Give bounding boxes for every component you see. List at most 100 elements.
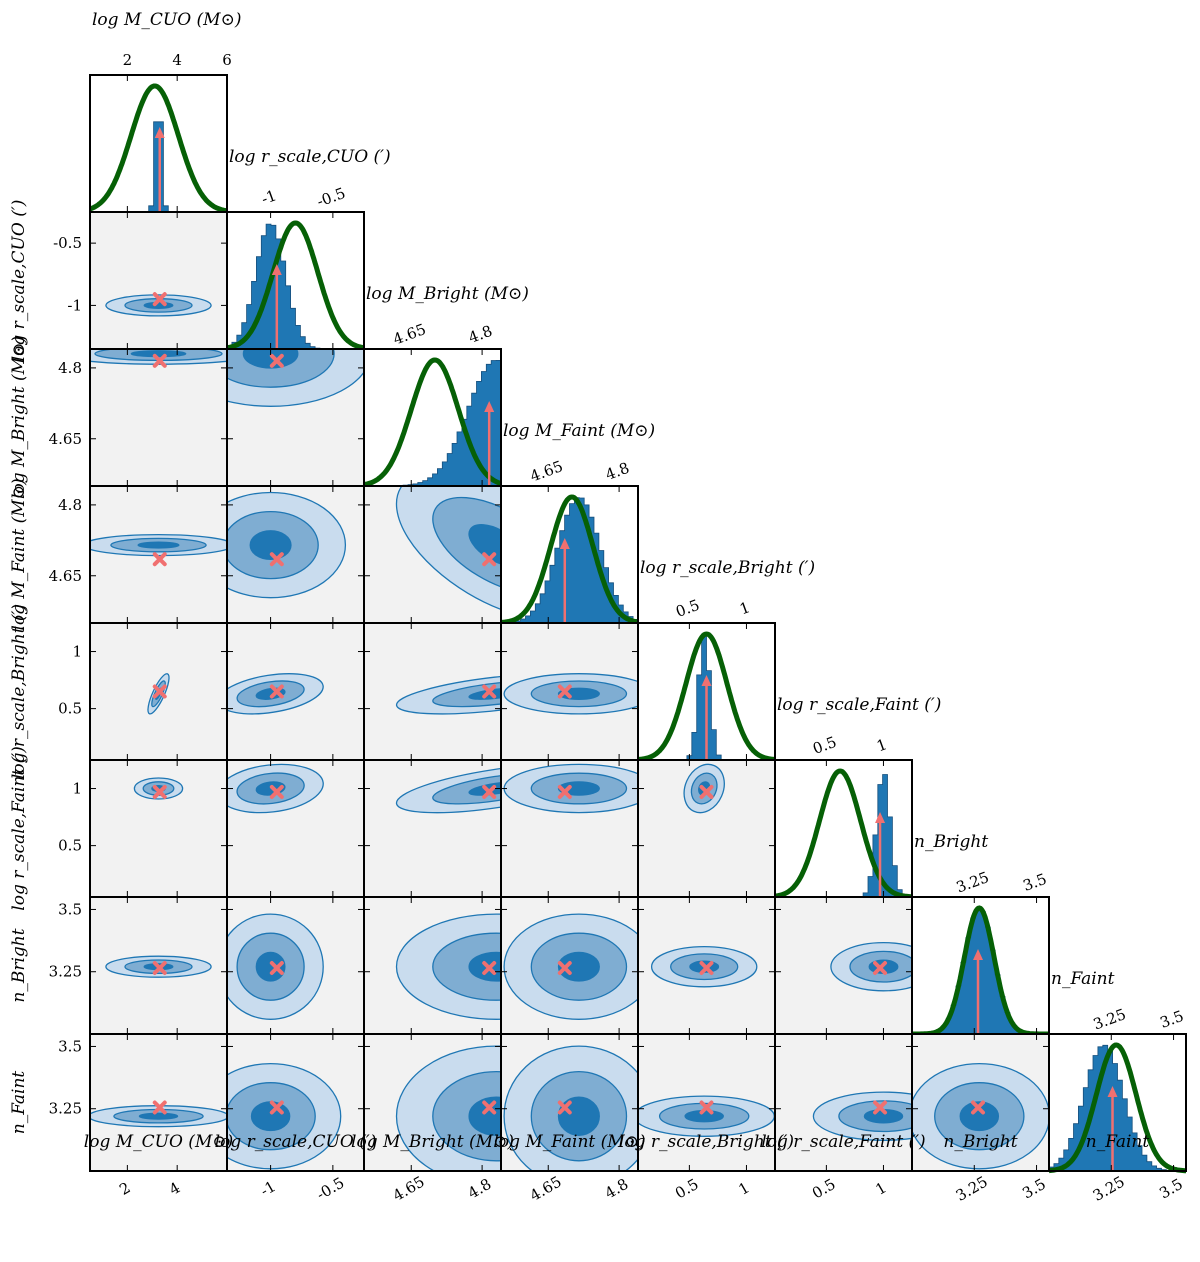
top-tick-label: 3.5 (1158, 1007, 1187, 1032)
axis-label-logr_Bright: log r_scale,Bright (′) (619, 1132, 794, 1152)
contour-1σ (143, 301, 174, 309)
contour-1σ (130, 350, 187, 358)
axis-label-logM_Faint: log M_Faint (M⊙) (503, 421, 655, 441)
bottom-tick-label: 4.8 (465, 1175, 495, 1203)
panel-n_Faint-vs-logM_CUO (89, 1033, 228, 1172)
top-tick-label: 4.65 (528, 457, 566, 485)
truth-marker (482, 552, 497, 567)
truth-marker (152, 684, 167, 699)
truth-marker (152, 552, 167, 567)
panel-frame (1048, 1033, 1187, 1172)
left-tick-label: 0.5 (58, 700, 82, 718)
top-tick-label: 1 (874, 735, 889, 755)
panel-n_Bright-vs-n_Bright (911, 896, 1050, 1037)
prior-curve (226, 220, 365, 351)
panel-logr_Faint-vs-logM_CUO (89, 759, 228, 898)
top-tick-label: 3.25 (1091, 1005, 1129, 1033)
axis-label-logr_Bright: log r_scale,Bright (′) (9, 604, 29, 779)
axis-label-logM_CUO: log M_CUO (M⊙) (84, 1132, 233, 1152)
contour-group (503, 1045, 638, 1171)
panel-logr_Faint-vs-logM_Faint (500, 759, 639, 898)
contour-1σ (249, 530, 292, 561)
top-tick-label: 6 (222, 51, 232, 69)
axis-label-logM_Bright: log M_Bright (M⊙) (9, 336, 29, 499)
truth-marker (557, 784, 572, 799)
axis-label-logr_Faint: log r_scale,Faint (′) (761, 1132, 925, 1152)
panel-logr_CUO-vs-logr_CUO (226, 211, 365, 351)
panel-logr_Faint-vs-logr_CUO (226, 759, 365, 898)
left-tick-label: 4.65 (49, 430, 82, 448)
panel-n_Bright-vs-logM_Faint (500, 896, 639, 1035)
bottom-tick-label: 4.8 (602, 1175, 632, 1203)
truth-marker (557, 960, 572, 975)
prior-curve (500, 494, 639, 625)
top-tick-label: 4.8 (466, 322, 495, 347)
truth-arrowhead (875, 812, 886, 824)
bottom-tick-label: 0.5 (672, 1175, 702, 1203)
left-tick-label: 0.5 (58, 837, 82, 855)
top-tick-label: 0.5 (673, 596, 702, 621)
axis-label-logM_Bright: log M_Bright (M⊙) (351, 1132, 514, 1152)
left-tick-label: 3.25 (49, 1100, 82, 1118)
contour-group (912, 1062, 1049, 1170)
contour-1σ (959, 1101, 1000, 1132)
contour-1σ (468, 1096, 501, 1136)
prior-curve (637, 631, 776, 762)
panel-logr_Bright-vs-logM_Faint (500, 622, 639, 761)
panel-n_Faint-vs-n_Faint (1048, 1033, 1187, 1174)
panel-logM_Faint-vs-logr_CUO (226, 485, 365, 624)
left-tick-label: 3.25 (49, 963, 82, 981)
bottom-tick-label: 3.5 (1156, 1175, 1186, 1203)
truth-marker (557, 684, 572, 699)
truth-marker (269, 552, 284, 567)
axis-label-n_Bright: n_Bright (914, 832, 988, 852)
bottom-tick-label: 1 (735, 1178, 752, 1198)
bottom-tick-label: 3.25 (953, 1173, 991, 1205)
panel-logM_Faint-vs-logM_CUO (89, 485, 228, 624)
contour-group (90, 349, 227, 368)
prior-curve (774, 768, 912, 900)
top-tick-label: 2 (123, 51, 133, 69)
truth-arrowhead (154, 127, 165, 139)
truth-marker (699, 784, 714, 799)
contour-1σ (557, 1096, 600, 1136)
contour-1σ (255, 951, 286, 982)
panel-background (90, 212, 227, 349)
axis-label-n_Faint: n_Faint (1051, 969, 1115, 989)
truth-marker (971, 1100, 986, 1115)
left-tick-label: 3.5 (58, 900, 82, 918)
panel-n_Bright-vs-logr_Bright (637, 896, 776, 1035)
truth-arrowhead (559, 538, 570, 550)
panel-n_Faint-vs-logr_Faint (774, 1033, 913, 1172)
axis-label-logM_Bright: log M_Bright (M⊙) (366, 284, 529, 304)
panel-logr_Faint-vs-logM_Bright (363, 759, 502, 898)
axis-label-n_Faint: n_Faint (1086, 1132, 1150, 1152)
contour-1σ (250, 1101, 291, 1132)
top-tick-label: 4.65 (391, 320, 429, 348)
truth-arrowhead (1107, 1086, 1118, 1098)
contour-group (227, 1062, 342, 1170)
panel-n_Faint-vs-logr_Bright (637, 1033, 776, 1172)
left-tick-label: 4.8 (58, 359, 82, 377)
prior-curve (1048, 1042, 1186, 1174)
bottom-tick-label: 3.25 (1090, 1173, 1128, 1205)
axis-label-logr_CUO: log r_scale,CUO (′) (215, 1132, 377, 1152)
panel-logr_Bright-vs-logr_Bright (637, 622, 776, 762)
axis-label-logM_CUO: log M_CUO (M⊙) (92, 10, 241, 30)
panel-n_Faint-vs-logr_CUO (226, 1033, 365, 1172)
truth-marker (269, 353, 284, 368)
panel-n_Faint-vs-logM_Bright (363, 1033, 502, 1172)
truth-marker (482, 684, 497, 699)
contour-2σ (432, 1070, 501, 1162)
panel-logr_Bright-vs-logM_CUO (89, 622, 228, 761)
left-tick-label: -0.5 (53, 234, 82, 252)
contour-group (105, 955, 212, 978)
contour-group (227, 913, 324, 1020)
panel-n_Bright-vs-logr_Faint (774, 896, 913, 1035)
truth-marker (152, 1100, 167, 1115)
left-tick-label: 1 (72, 643, 82, 661)
contour-group (503, 913, 638, 1020)
truth-marker (873, 1100, 888, 1115)
axis-label-n_Bright: n_Bright (943, 1132, 1017, 1152)
truth-marker (699, 1100, 714, 1115)
